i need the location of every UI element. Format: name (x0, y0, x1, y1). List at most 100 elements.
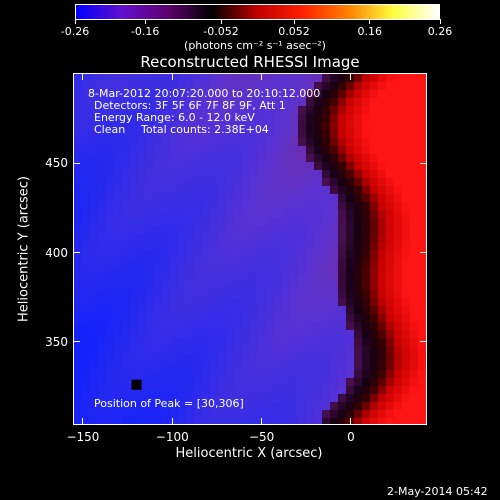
heatmap-cell (330, 338, 339, 347)
heatmap-cell (418, 186, 426, 195)
heatmap-cell (82, 186, 91, 195)
heatmap-cell (186, 146, 195, 155)
heatmap-cell (330, 370, 339, 379)
heatmap-cell (330, 362, 339, 371)
heatmap-cell (122, 258, 131, 267)
heatmap-cell (234, 202, 243, 211)
heatmap-cell (146, 346, 155, 355)
heatmap-cell (410, 362, 419, 371)
heatmap-cell (154, 402, 163, 411)
heatmap-cell (146, 274, 155, 283)
heatmap-cell (154, 418, 163, 424)
heatmap-cell (90, 250, 99, 259)
heatmap-cell (386, 354, 395, 363)
heatmap-cell (242, 290, 251, 299)
heatmap-cell (298, 122, 307, 131)
heatmap-cell (234, 170, 243, 179)
heatmap-cell (386, 362, 395, 371)
heatmap-cell (370, 226, 379, 235)
heatmap-cell (418, 394, 426, 403)
heatmap-cell (194, 74, 203, 83)
heatmap-cell (154, 394, 163, 403)
heatmap-cell (186, 298, 195, 307)
heatmap-cell (114, 378, 123, 387)
heatmap-cell (266, 258, 275, 267)
clean-annotation: Clean (94, 123, 126, 136)
heatmap-cell (290, 274, 299, 283)
heatmap-cell (202, 290, 211, 299)
heatmap-cell (226, 250, 235, 259)
heatmap-cell (114, 210, 123, 219)
heatmap-cell (146, 74, 155, 83)
heatmap-cell (338, 194, 347, 203)
heatmap-cell (410, 346, 419, 355)
heatmap-cell (226, 322, 235, 331)
heatmap-cell (82, 314, 91, 323)
heatmap-cell (322, 418, 331, 424)
heatmap-cell (98, 106, 107, 115)
heatmap-cell (362, 282, 371, 291)
heatmap-cell (114, 418, 123, 424)
heatmap-cell (362, 138, 371, 147)
heatmap-cell (234, 130, 243, 139)
heatmap-cell (234, 394, 243, 403)
heatmap-cell (362, 98, 371, 107)
heatmap-cell (386, 98, 395, 107)
heatmap-cell (394, 346, 403, 355)
heatmap-cell (98, 218, 107, 227)
heatmap-cell (282, 194, 291, 203)
heatmap-cell (138, 122, 147, 131)
heatmap-cell (386, 130, 395, 139)
heatmap-cell (306, 362, 315, 371)
heatmap-cell (298, 130, 307, 139)
heatmap-cell (194, 306, 203, 315)
heatmap-cell (106, 186, 115, 195)
heatmap-cell (274, 330, 283, 339)
heatmap-cell (386, 338, 395, 347)
heatmap-cell (170, 370, 179, 379)
heatmap-cell (210, 98, 219, 107)
heatmap-cell (402, 386, 411, 395)
heatmap-cell (242, 250, 251, 259)
heatmap-cell (362, 178, 371, 187)
heatmap-cell (338, 258, 347, 267)
heatmap-cell (170, 298, 179, 307)
heatmap-cell (202, 202, 211, 211)
heatmap-cell (402, 114, 411, 123)
heatmap-cell (210, 394, 219, 403)
heatmap-cell (274, 138, 283, 147)
heatmap-cell (202, 306, 211, 315)
heatmap-cell (298, 106, 307, 115)
heatmap-cell (178, 394, 187, 403)
heatmap-cell (250, 114, 259, 123)
heatmap-cell (178, 130, 187, 139)
heatmap-cell (202, 242, 211, 251)
heatmap-cell (402, 402, 411, 411)
heatmap-cell (90, 370, 99, 379)
heatmap-cell (194, 98, 203, 107)
heatmap-cell (114, 194, 123, 203)
heatmap-cell (186, 130, 195, 139)
heatmap-cell (194, 322, 203, 331)
heatmap-cell (394, 234, 403, 243)
heatmap-cell (338, 114, 347, 123)
heatmap-cell (218, 354, 227, 363)
heatmap-cell (338, 98, 347, 107)
heatmap-cell (322, 394, 331, 403)
heatmap-cell (162, 90, 171, 99)
heatmap-cell (330, 394, 339, 403)
heatmap-cell (106, 354, 115, 363)
heatmap-cell (242, 98, 251, 107)
heatmap-cell (290, 178, 299, 187)
heatmap-cell (394, 354, 403, 363)
heatmap-cell (418, 290, 426, 299)
heatmap-cell (258, 378, 267, 387)
heatmap-cell (306, 266, 315, 275)
heatmap-cell (122, 82, 131, 91)
heatmap-cell (138, 106, 147, 115)
heatmap-cell (98, 250, 107, 259)
heatmap-cell (106, 82, 115, 91)
heatmap-cell (338, 290, 347, 299)
heatmap-cell (258, 210, 267, 219)
heatmap-cell (386, 234, 395, 243)
